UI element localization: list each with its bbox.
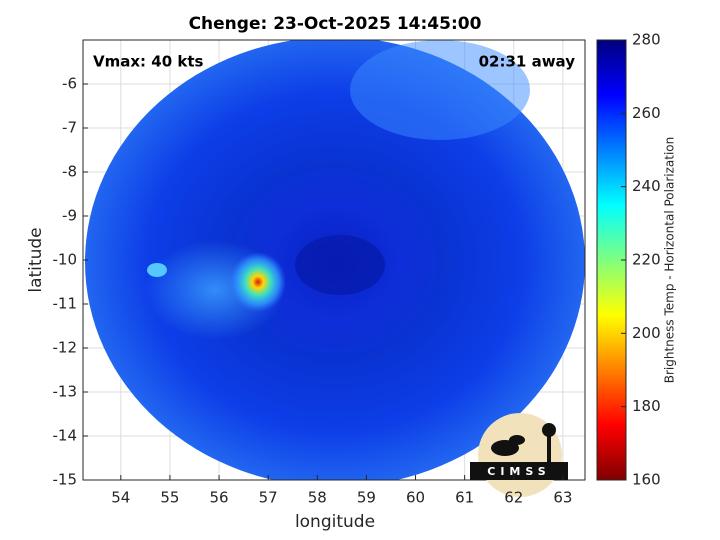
- x-tick-label: 54: [111, 489, 130, 507]
- x-tick-label: 56: [210, 489, 229, 507]
- chart-title: Chenge: 23-Oct-2025 14:45:00: [189, 14, 482, 34]
- hot-core: [230, 252, 286, 312]
- colorbar-tick-label: 280: [632, 31, 661, 49]
- annotation: 02:31 away: [479, 53, 576, 71]
- x-tick-label: 58: [308, 489, 327, 507]
- y-tick-label: -6: [62, 75, 77, 93]
- y-tick-label: -7: [62, 119, 77, 137]
- y-tick-label: -15: [53, 471, 78, 489]
- logo-text: CIMSS: [487, 465, 550, 478]
- x-tick-label: 57: [259, 489, 278, 507]
- logo: CIMSS: [470, 413, 568, 497]
- x-tick-label: 55: [160, 489, 179, 507]
- y-tick-label: -8: [62, 163, 77, 181]
- y-axis-label: latitude: [26, 227, 46, 292]
- x-tick-label: 59: [357, 489, 376, 507]
- x-axis-label: longitude: [295, 512, 375, 532]
- y-tick-label: -10: [53, 251, 78, 269]
- outer-band: [350, 40, 530, 140]
- eye-region: [295, 235, 385, 295]
- colorbar-tick-label: 180: [632, 397, 661, 415]
- annotation: Vmax: 40 kts: [93, 53, 203, 71]
- cell: [147, 263, 167, 277]
- x-tick-label: 63: [553, 489, 572, 507]
- satellite-image: [85, 40, 585, 480]
- x-tick-label: 61: [455, 489, 474, 507]
- y-tick-label: -13: [53, 383, 78, 401]
- y-tick-label: -12: [53, 339, 78, 357]
- y-tick-label: -14: [53, 427, 78, 445]
- x-tick-label: 62: [504, 489, 523, 507]
- x-tick-label: 60: [406, 489, 425, 507]
- y-tick-label: -11: [53, 295, 78, 313]
- colorbar-tick-label: 160: [632, 471, 661, 489]
- y-tick-label: -9: [62, 207, 77, 225]
- colorbar-tick-label: 240: [632, 177, 661, 195]
- colorbar-tick-label: 220: [632, 251, 661, 269]
- colorbar-label: Brightness Temp - Horizontal Polarizatio…: [663, 137, 677, 384]
- colorbar-tick-label: 200: [632, 324, 661, 342]
- colorbar-tick-label: 260: [632, 104, 661, 122]
